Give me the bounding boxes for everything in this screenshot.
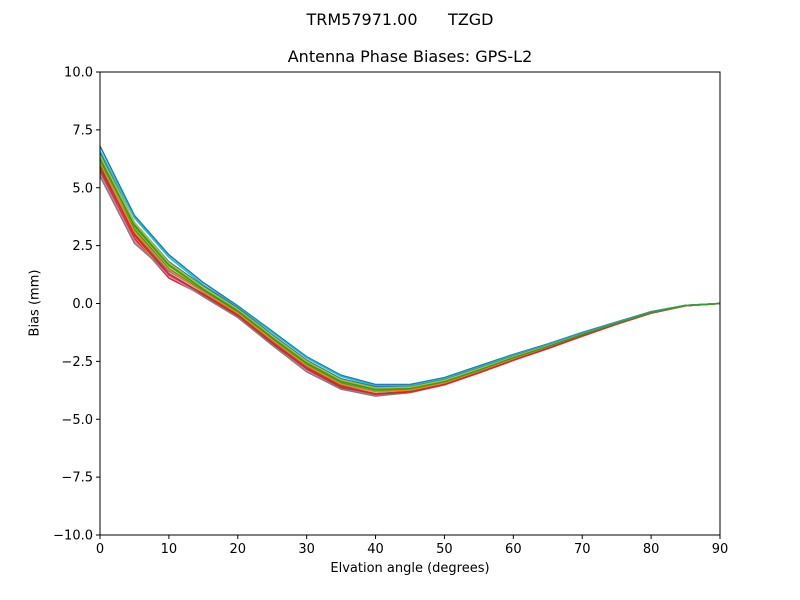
x-tick-label: 70 xyxy=(574,542,591,557)
x-tick-label: 60 xyxy=(505,542,522,557)
x-tick-label: 50 xyxy=(436,542,453,557)
series-layer xyxy=(99,145,721,397)
chart-title: Antenna Phase Biases: GPS-L2 xyxy=(287,47,533,66)
y-tick-label: −7.5 xyxy=(61,471,93,486)
y-axis-label: Bias (mm) xyxy=(27,269,43,337)
x-tick-label: 90 xyxy=(712,542,729,557)
tick-layer: 0 10 20 30 40 50 60 70 80 90 10.0 7.5 5.0 2.5 0.0 −2.5 −… xyxy=(53,66,728,558)
series-line-10 xyxy=(99,150,721,387)
plot-area-frame xyxy=(99,71,721,536)
y-tick-label: 5.0 xyxy=(72,181,93,196)
y-tick-label: 0.0 xyxy=(72,297,93,312)
x-tick-label: 80 xyxy=(643,542,660,557)
x-tick-label: 0 xyxy=(96,542,104,557)
y-tick-label: 2.5 xyxy=(72,239,93,254)
y-tick-label: −10.0 xyxy=(53,529,93,544)
y-tick-label: 7.5 xyxy=(72,123,93,138)
series-line-14 xyxy=(99,166,721,395)
x-axis-label: Elvation angle (degrees) xyxy=(330,561,490,576)
y-tick-label: −5.0 xyxy=(61,413,93,428)
y-tick-label: −2.5 xyxy=(61,355,93,370)
x-tick-label: 40 xyxy=(367,542,384,557)
x-tick-label: 20 xyxy=(230,542,247,557)
series-line-16 xyxy=(99,159,721,391)
figure-suptitle: TRM57971.00 TZGD xyxy=(306,10,494,29)
series-line-1 xyxy=(99,145,721,386)
x-tick-label: 30 xyxy=(298,542,315,557)
series-line-11 xyxy=(99,152,721,388)
x-tick-label: 10 xyxy=(161,542,178,557)
series-line-15 xyxy=(99,154,721,389)
y-tick-label: 10.0 xyxy=(64,66,93,81)
